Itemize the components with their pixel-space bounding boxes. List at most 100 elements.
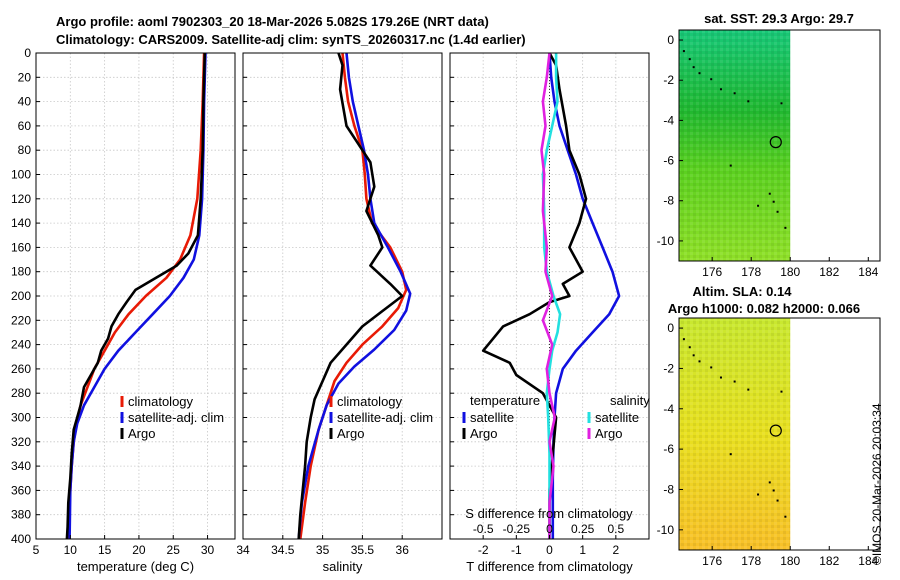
sal-legend-argo-label: Argo — [337, 426, 364, 441]
depth-tick-label: 160 — [11, 240, 31, 254]
depth-tick-label: 360 — [11, 483, 31, 497]
sst-map-xtick-label: 176 — [702, 265, 722, 279]
salinity-series-argo — [297, 52, 404, 540]
sst-map-xtick-label: 178 — [741, 265, 761, 279]
diff-s-tick-label: -0.5 — [473, 522, 494, 536]
depth-tick-label: 340 — [11, 459, 31, 473]
depth-tick-label: 240 — [11, 338, 31, 352]
sst-map-data-texture — [679, 30, 791, 261]
sla-map-ytick-label: -10 — [657, 523, 675, 537]
island-marker — [698, 72, 701, 75]
sst-map-xtick-label: 182 — [819, 265, 839, 279]
sla-map-ytick-label: -8 — [663, 482, 674, 496]
salinity-xtick-label: 34 — [236, 543, 250, 557]
salinity-xlabel: salinity — [323, 559, 363, 574]
island-marker — [733, 380, 736, 383]
diff-s-tick-label: -0.25 — [503, 522, 531, 536]
sla-map-argo-position-marker — [769, 424, 782, 437]
depth-tick-label: 20 — [18, 70, 32, 84]
sst-map-xtick-label: 184 — [858, 265, 878, 279]
temperature-xtick-label: 10 — [64, 543, 78, 557]
island-marker — [772, 200, 775, 203]
temp-legend-climatology-label: climatology — [128, 394, 194, 409]
sst-map-title: sat. SST: 29.3 Argo: 29.7 — [704, 11, 854, 26]
temp-legend-argo-label: Argo — [128, 426, 155, 441]
salinity-xtick-label: 36 — [396, 543, 410, 557]
depth-tick-label: 220 — [11, 313, 31, 327]
sst-map-argo-position-marker — [769, 136, 782, 149]
island-marker — [757, 493, 760, 496]
sst-map-ytick-label: -2 — [663, 73, 674, 87]
diff-legend-temperature-title: temperature — [470, 393, 540, 408]
island-marker — [682, 338, 685, 341]
diff-s-axis-label: S difference from climatology — [465, 506, 633, 521]
island-marker — [710, 78, 713, 81]
salinity-xtick-label: 35 — [316, 543, 330, 557]
island-marker — [747, 100, 750, 103]
diff-legend-t-sat-label: satellite — [470, 410, 514, 425]
differences-xtick-label: -2 — [478, 543, 489, 557]
temperature-xtick-label: 25 — [167, 543, 181, 557]
sla-map-ytick-label: -4 — [663, 402, 674, 416]
differences-xtick-label: 1 — [579, 543, 586, 557]
island-marker — [698, 360, 701, 363]
depth-tick-label: 380 — [11, 508, 31, 522]
island-marker — [710, 366, 713, 369]
depth-tick-label: 260 — [11, 362, 31, 376]
temperature-series-argo — [65, 52, 207, 540]
island-marker — [692, 354, 695, 357]
sla-map-ytick-label: -2 — [663, 361, 674, 375]
differences-xtick-label: 2 — [612, 543, 619, 557]
chart-title-line-2: Climatology: CARS2009. Satellite-adj cli… — [56, 32, 526, 47]
island-marker — [719, 376, 722, 379]
differences-panel: -2 -1 0 1 2 T difference from climatology — [449, 52, 650, 574]
depth-tick-label: 100 — [11, 168, 31, 182]
island-marker — [733, 92, 736, 95]
depth-tick-label: 320 — [11, 435, 31, 449]
diff-s-tick-label: 0.25 — [571, 522, 595, 536]
salinity-xtick-label: 35.5 — [351, 543, 375, 557]
sla-map-xtick-label: 180 — [780, 554, 800, 568]
temperature-xtick-label: 15 — [98, 543, 112, 557]
differences-xtick-label: 0 — [546, 543, 553, 557]
sla-map-ytick-label: -6 — [663, 442, 674, 456]
sst-map-frame — [678, 29, 881, 262]
temperature-xtick-label: 30 — [201, 543, 215, 557]
salinity-xtick-label: 34.5 — [271, 543, 295, 557]
differences-xlabel: T difference from climatology — [466, 559, 633, 574]
diff-legend-s-sat-label: satellite — [595, 410, 639, 425]
island-marker — [688, 58, 691, 61]
depth-tick-label: 400 — [11, 532, 31, 546]
temperature-xtick-label: 20 — [132, 543, 146, 557]
sla-map-xtick-label: 184 — [858, 554, 878, 568]
island-marker — [768, 481, 771, 484]
island-marker — [784, 226, 787, 229]
depth-tick-label: 40 — [18, 95, 32, 109]
island-marker — [772, 489, 775, 492]
salinity-series-satellite — [297, 52, 412, 540]
sst-map-panel: 176 178 180 182 184 0 -2 -4 -6 -8 -10 sat. SST: 29.… — [657, 11, 881, 279]
island-marker — [747, 388, 750, 391]
timestamp-stamp: ©IMOS 20-Mar-2026 20:03:34 — [870, 403, 884, 565]
diff-s-tick-label: 0.5 — [607, 522, 624, 536]
temperature-xlabel: temperature (deg C) — [77, 559, 194, 574]
diff-legend-t-argo-label: Argo — [470, 426, 497, 441]
island-marker — [776, 210, 779, 213]
diff-legend-salinity-title: salinity — [610, 393, 650, 408]
chart-title-line-1: Argo profile: aoml 7902303_20 18-Mar-202… — [56, 14, 489, 29]
sla-map-panel: 176 178 180 182 184 0 -2 -4 -6 -8 -10 Altim. SLA: 0… — [657, 284, 881, 568]
sla-map-ytick-label: 0 — [667, 321, 674, 335]
island-marker — [757, 204, 760, 207]
salinity-panel: 34 34.5 35 35.5 36 salinity — [236, 52, 443, 574]
sst-map-ytick-label: 0 — [667, 33, 674, 47]
sal-legend-climatology-label: climatology — [337, 394, 403, 409]
diff-s-tick-label: 0 — [546, 522, 553, 536]
island-marker — [719, 88, 722, 91]
sla-map-title: Altim. SLA: 0.14 — [693, 284, 793, 299]
sla-map-xtick-label: 182 — [819, 554, 839, 568]
island-marker — [768, 192, 771, 195]
island-marker — [688, 346, 691, 349]
sla-map-data-texture — [679, 318, 791, 550]
sla-map-xtick-label: 178 — [741, 554, 761, 568]
